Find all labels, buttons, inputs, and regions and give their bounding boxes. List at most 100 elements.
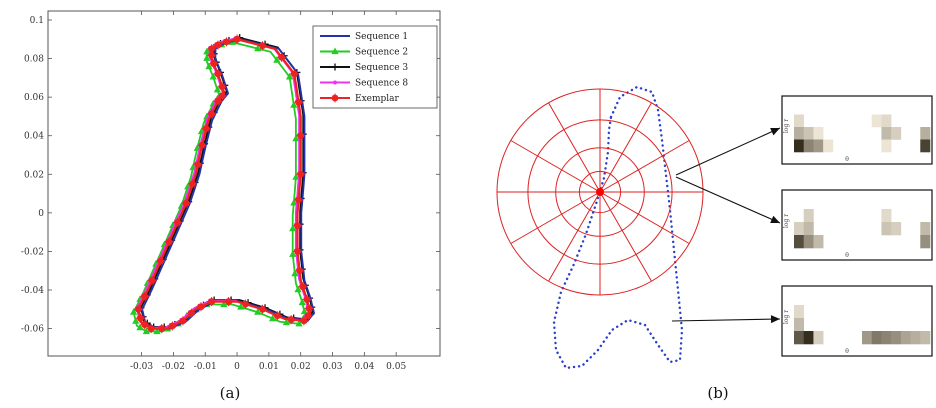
arrow-line — [675, 127, 781, 176]
panel-a-line-chart: 0.1 0.08 0.06 0.04 0.02 0 -0.02 -0.04 -0.06 -0.0… — [21, 10, 441, 402]
data-point-spike — [213, 40, 223, 50]
data-point-spike — [293, 246, 303, 256]
y-axis-ticks: 0.1 0.08 0.06 0.04 0.02 0 -0.02 -0.04 -0.06 — [21, 16, 440, 335]
data-point — [203, 54, 211, 61]
histogram-cell — [794, 331, 805, 345]
data-point-spike — [258, 41, 268, 51]
data-point — [130, 308, 138, 315]
data-point-spike — [140, 291, 150, 301]
data-point — [295, 319, 303, 327]
data-point-spike — [296, 131, 306, 141]
series-exemplar — [133, 34, 314, 334]
data-point-spike — [156, 256, 166, 266]
data-point — [331, 63, 339, 71]
histogram-ylabel: log r — [783, 214, 790, 228]
histogram-cell — [803, 139, 814, 153]
data-point-spike — [286, 315, 296, 325]
x-tick-label: 0.05 — [386, 362, 406, 372]
histogram-cell — [920, 331, 931, 345]
data-point-spike — [241, 299, 251, 309]
data-point — [237, 303, 245, 310]
histogram-cell — [813, 235, 824, 249]
histogram-cell — [813, 139, 824, 153]
data-point-spike — [140, 320, 150, 330]
histogram-cell — [920, 127, 931, 140]
y-tick-label: -0.02 — [21, 247, 44, 257]
data-point-spike — [217, 82, 227, 92]
data-point-spike — [293, 221, 303, 231]
y-tick-label: 0.08 — [24, 55, 44, 65]
data-point — [289, 224, 297, 232]
histogram-cell — [794, 222, 805, 236]
data-point-spike — [207, 44, 217, 54]
data-point-spike — [187, 179, 197, 189]
histogram-cell — [891, 222, 902, 236]
data-point-spike — [277, 52, 287, 62]
histogram-cell — [891, 127, 902, 140]
shape-contour — [552, 85, 684, 370]
caption-b: (b) — [707, 384, 728, 402]
x-tick-label: 0 — [234, 362, 240, 372]
x-axis-ticks: -0.03 -0.02 -0.01 0 0.01 0.02 0.03 0.04 0.05 — [130, 11, 406, 372]
data-point — [142, 327, 150, 335]
histogram-cell — [813, 127, 824, 140]
legend-entry: Sequence 8 — [320, 79, 408, 89]
data-point — [268, 314, 277, 322]
reference-point — [596, 188, 604, 196]
data-point — [285, 72, 294, 80]
data-point — [254, 308, 262, 315]
legend-entry: Sequence 1 — [320, 32, 408, 42]
histogram-cell — [813, 331, 824, 345]
data-point-spike — [209, 59, 219, 69]
histogram-cell — [920, 139, 931, 153]
legend-label: Exemplar — [355, 94, 400, 104]
data-point-spike — [213, 96, 223, 106]
x-tick-label: 0.01 — [259, 362, 279, 372]
histogram-xlabel: θ — [845, 156, 849, 163]
histogram-cell — [881, 127, 892, 140]
data-point — [300, 307, 309, 315]
polar-spoke — [599, 191, 690, 244]
histogram-cell — [881, 222, 892, 236]
panel-b-shape-context: log r θ log r θ log r θ (b) — [496, 85, 933, 402]
data-point-spike — [294, 97, 304, 107]
data-point-spike — [136, 313, 146, 323]
histogram-cell — [794, 235, 805, 249]
legend-label: Sequence 2 — [355, 48, 408, 58]
data-point — [292, 134, 300, 142]
data-point-spike — [299, 316, 309, 326]
data-point-spike — [302, 295, 312, 305]
histogram-cell — [823, 139, 834, 153]
data-point-spike — [207, 109, 217, 119]
polar-spoke — [599, 191, 652, 282]
data-point — [289, 250, 297, 257]
data-point-spike — [178, 316, 188, 326]
arrow-head — [770, 315, 780, 324]
polar-spoke — [510, 191, 601, 244]
data-point — [294, 285, 302, 293]
data-point — [331, 47, 339, 55]
data-point-spike — [272, 311, 282, 321]
data-point — [203, 47, 211, 55]
data-point — [136, 323, 144, 331]
histogram-cell — [910, 331, 921, 345]
x-tick-label: 0.04 — [354, 362, 374, 372]
y-tick-label: 0.06 — [24, 93, 44, 103]
histogram-cell — [794, 114, 805, 128]
histogram-cell — [803, 331, 814, 345]
data-point-spike — [157, 324, 167, 334]
histogram-cell — [803, 127, 814, 140]
y-tick-label: 0.04 — [24, 132, 44, 142]
contour-points — [552, 85, 684, 370]
series-layer — [130, 34, 316, 335]
histogram-ylabel: log r — [783, 310, 790, 324]
histogram-cell — [803, 209, 814, 223]
arrow-head — [770, 215, 780, 224]
data-point — [292, 173, 300, 180]
data-point — [282, 318, 290, 326]
x-tick-label: 0.03 — [322, 362, 342, 372]
y-tick-label: -0.06 — [21, 325, 44, 335]
legend-label: Sequence 8 — [355, 79, 408, 89]
data-point-spike — [330, 93, 340, 103]
histogram-cell — [881, 114, 892, 128]
